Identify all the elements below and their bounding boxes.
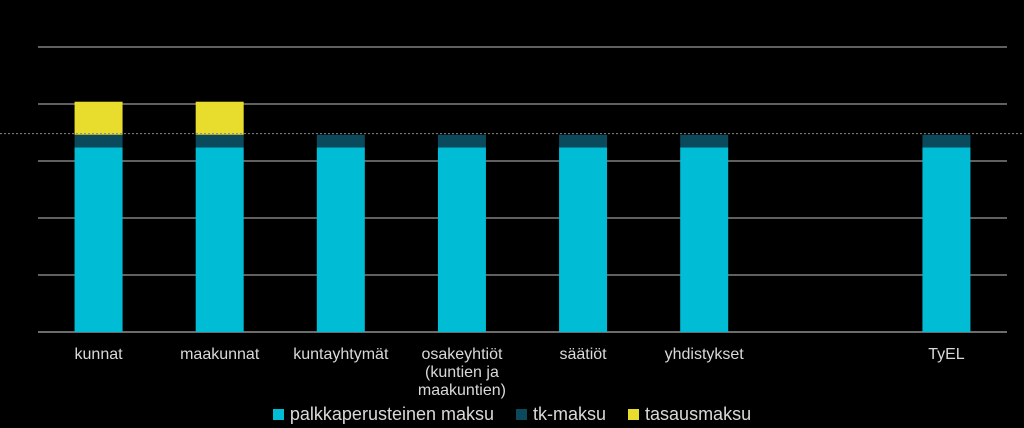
bar-segment: [316, 134, 365, 148]
x-tick-label: kunnat: [75, 346, 124, 363]
bar-segment: [437, 134, 486, 148]
legend-item-palkkaperusteinen: palkkaperusteinen maksu: [272, 403, 495, 425]
bar-segment: [680, 147, 729, 332]
legend-swatch-palkkaperusteinen: [272, 408, 284, 420]
x-tick-label: TyEL: [928, 346, 965, 363]
x-tick-label: maakunnat: [180, 346, 260, 363]
bar-segment: [316, 147, 365, 332]
x-tick-label: osakeyhtiöt (kuntien ja maakuntien): [418, 346, 506, 399]
bar-segment: [437, 147, 486, 332]
x-tick-label: yhdistykset: [665, 346, 745, 363]
legend-label-palkkaperusteinen: palkkaperusteinen maksu: [289, 403, 495, 424]
x-tick-label: kuntayhtymät: [293, 346, 389, 363]
legend-label-tasausmaksu: tasausmaksu: [645, 403, 752, 424]
bar-segment: [195, 134, 244, 148]
gridlines: [38, 46, 1007, 333]
legend-label-tk-maksu: tk-maksu: [533, 403, 607, 424]
legend-item-tasausmaksu: tasausmaksu: [628, 404, 751, 425]
bar-segment: [74, 134, 123, 148]
legend-item-tk-maksu: tk-maksu: [516, 404, 606, 425]
bar-segment: [74, 147, 123, 332]
bar-segment: [922, 134, 971, 148]
legend-swatch-tk-maksu: [516, 408, 528, 420]
bar-segment: [195, 147, 244, 332]
bar-segment: [559, 134, 608, 148]
legend-swatch-tasausmaksu: [628, 408, 640, 420]
bars: [74, 101, 971, 332]
bar-segment: [922, 147, 971, 332]
legend: palkkaperusteinen maksu tk-maksu tasausm…: [0, 402, 1024, 426]
bar-segment: [195, 101, 244, 135]
x-axis-labels: kunnat maakunnat kuntayhtymät osakeyhtiöt (k…: [75, 346, 965, 399]
bar-segment: [74, 101, 123, 135]
bar-segment: [559, 147, 608, 332]
x-tick-label: säätiöt: [559, 346, 607, 363]
stacked-bar-chart: kunnat maakunnat kuntayhtymät osakeyhtiöt (k…: [0, 46, 1024, 399]
bar-segment: [680, 134, 729, 148]
